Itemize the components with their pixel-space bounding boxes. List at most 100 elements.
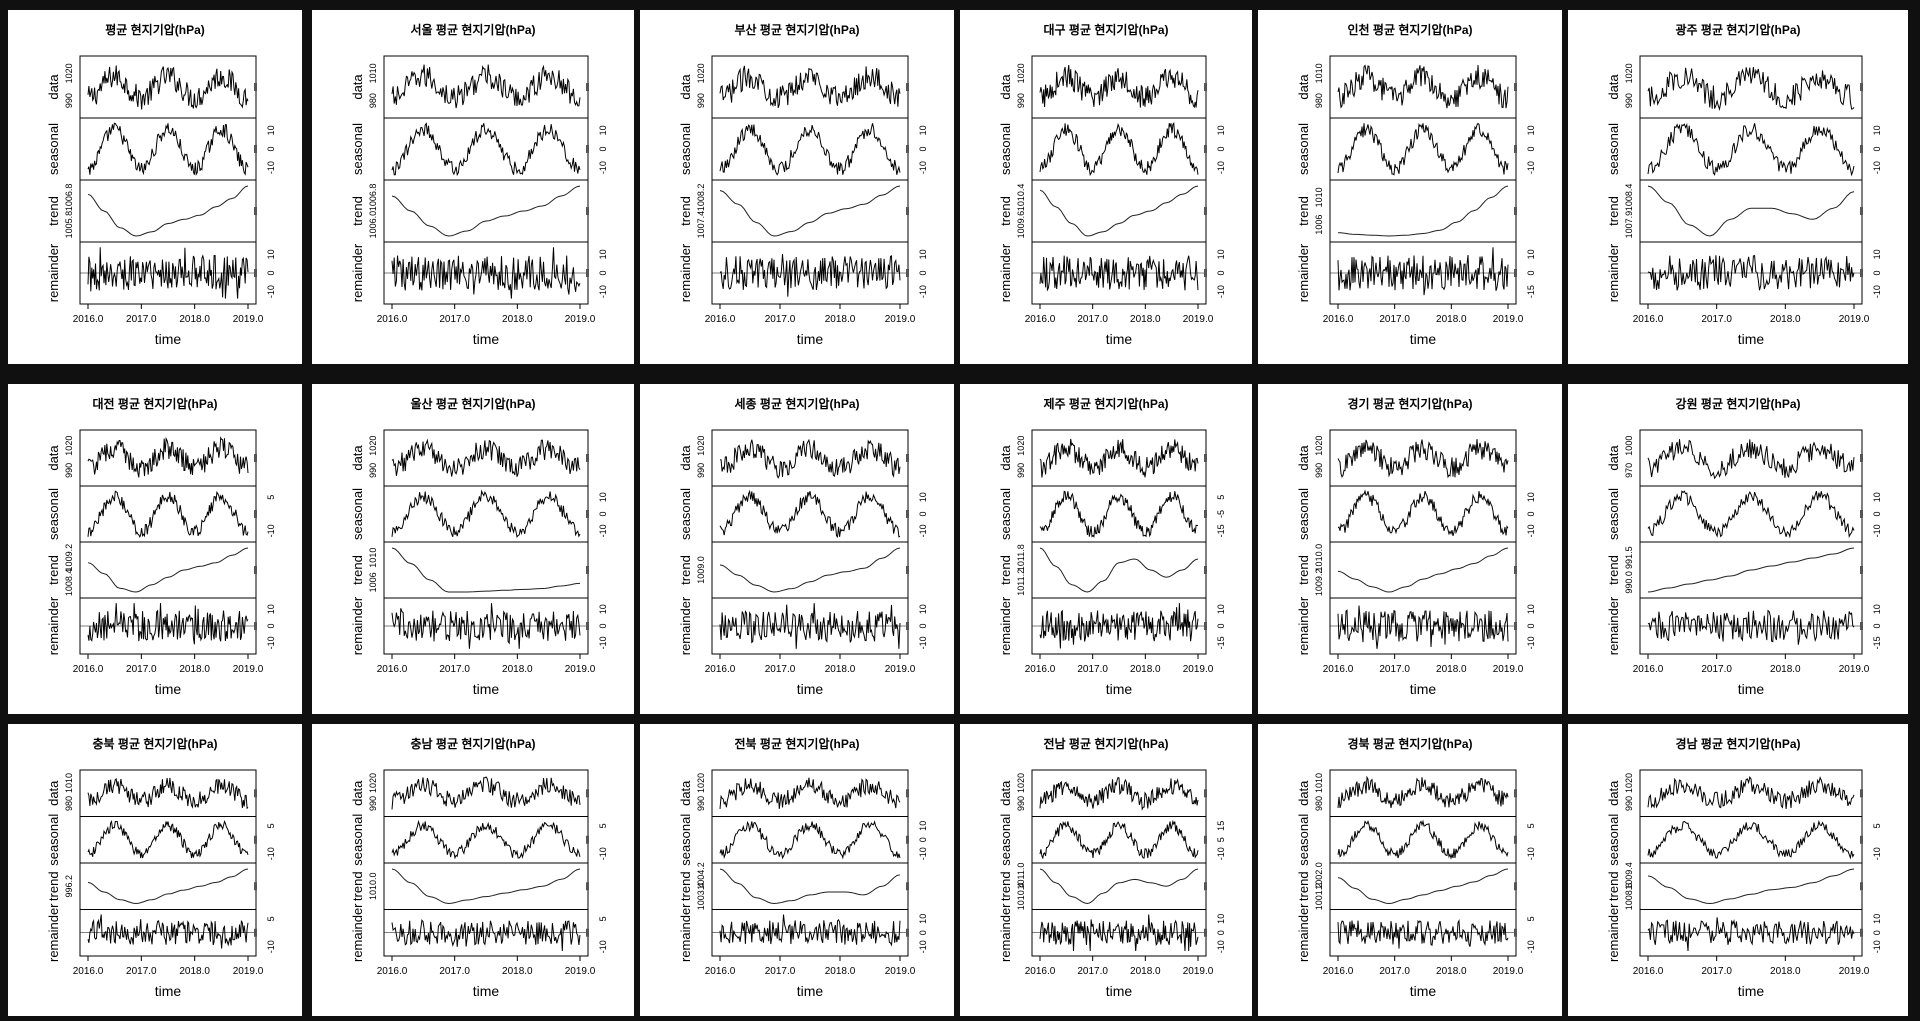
left-tick-label: 990 (1016, 796, 1026, 811)
x-tick-label: 2018.0 (179, 314, 210, 325)
seasonal-series-line (1039, 490, 1199, 538)
right-tick-label: -10 (266, 847, 276, 860)
left-tick-label: 1020 (696, 436, 706, 456)
left-tick-label: 1010.4 (1016, 184, 1026, 212)
right-tick-label: 0 (1872, 146, 1882, 151)
scale-bar (254, 928, 257, 937)
panel-data-frame (1031, 769, 1207, 817)
x-tick-label: 2019.0 (565, 966, 596, 977)
panel-label: trend (350, 196, 365, 226)
x-tick-label: 2017.0 (1379, 664, 1410, 675)
panel-trend-frame (1639, 862, 1863, 910)
left-tick-label: 1011.2 (1016, 569, 1026, 596)
panel-label: data (350, 445, 365, 471)
right-tick-label: 0 (598, 146, 608, 151)
x-tick-label: 2016.0 (1633, 314, 1664, 325)
left-tick-label: 1020 (368, 773, 378, 793)
scale-bar (1204, 269, 1207, 277)
chart-title: 세종 평균 현지기압(hPa) (735, 396, 860, 411)
panel-label: remainder (998, 596, 1013, 655)
right-tick-label: 10 (918, 821, 928, 831)
panel-label: seasonal (1606, 814, 1621, 866)
remainder-series-line (1647, 609, 1855, 645)
x-tick-label: 2016.0 (1633, 664, 1664, 675)
left-tick-label: 980 (1314, 796, 1324, 811)
x-tick-label: 2017.0 (439, 966, 470, 977)
left-tick-label: 1020 (1314, 436, 1324, 456)
scale-bar (906, 145, 909, 153)
panel-trend-frame (1329, 862, 1517, 910)
remainder-series-line (87, 603, 249, 645)
panel-label: data (1296, 74, 1311, 100)
decomposition-chart: 세종 평균 현지기압(hPa) data 1020 990 seasonal 10 0 -10… (640, 384, 954, 714)
left-tick-label: 1007.4 (696, 211, 706, 239)
left-tick-label: 1020 (64, 436, 74, 456)
decomposition-chart: 전북 평균 현지기압(hPa) data 1020 990 seasonal 10 0 -10… (640, 724, 954, 1016)
left-tick-label: 1010 (1314, 773, 1324, 793)
left-tick-label: 990 (1314, 463, 1324, 478)
x-tick-label: 2017.0 (1701, 966, 1732, 977)
left-tick-label: 1009.0 (696, 556, 706, 584)
x-axis-label: time (1738, 331, 1765, 347)
x-axis-label: time (155, 983, 182, 999)
panel-seasonal-frame (711, 816, 909, 864)
decomposition-chart: 대구 평균 현지기압(hPa) data 1020 990 seasonal 10 0 -10… (960, 10, 1252, 364)
scale-bar (906, 269, 909, 277)
x-tick-label: 2016.0 (377, 314, 408, 325)
data-series-line (391, 64, 581, 109)
x-axis-label: time (797, 681, 824, 697)
left-tick-label: 1004.2 (696, 862, 706, 890)
right-tick-label: -10 (1872, 285, 1882, 298)
x-tick-label: 2018.0 (502, 966, 533, 977)
scale-bar (1204, 145, 1207, 153)
scale-bar (1204, 454, 1207, 462)
right-tick-label: -10 (598, 636, 608, 649)
x-tick-label: 2016.0 (1025, 966, 1056, 977)
x-tick-label: 2018.0 (179, 664, 210, 675)
scale-bar (586, 928, 589, 937)
x-tick-label: 2016.0 (73, 966, 104, 977)
scale-bar (1514, 454, 1517, 462)
right-tick-label: -10 (266, 524, 276, 537)
trend-series-line (87, 547, 249, 593)
decomposition-chart: 서울 평균 현지기압(hPa) data 1010 980 seasonal 10 0 -10… (312, 10, 634, 364)
chart-title: 충남 평균 현지기압(hPa) (411, 736, 536, 751)
right-tick-label: 5 (1526, 916, 1536, 921)
chart-title: 대전 평균 현지기압(hPa) (93, 396, 218, 411)
panel-seasonal-frame (1329, 485, 1517, 543)
data-series-line (87, 777, 249, 810)
left-tick-label: 1008.2 (696, 184, 706, 212)
right-tick-label: 0 (918, 930, 928, 935)
left-tick-label: 996.2 (64, 875, 74, 898)
panel-label: data (46, 74, 61, 100)
panel-label: remainder (1606, 596, 1621, 655)
right-tick-label: -10 (1526, 524, 1536, 537)
seasonal-series-line (391, 819, 581, 860)
left-tick-label: 990 (1016, 93, 1026, 108)
scale-bar (586, 269, 589, 277)
panel-label: remainder (1296, 243, 1311, 302)
scale-bar (906, 207, 909, 215)
scale-bar (254, 789, 257, 798)
x-tick-label: 2019.0 (233, 664, 264, 675)
left-tick-label: 980 (64, 796, 74, 811)
remainder-series-line (87, 914, 249, 949)
chart-title: 충북 평균 현지기압(hPa) (93, 736, 218, 751)
x-axis-label: time (473, 983, 500, 999)
panel-label: remainder (678, 596, 693, 655)
panel-trend-frame (79, 179, 257, 243)
x-tick-label: 2018.0 (1436, 314, 1467, 325)
scale-bar (906, 454, 909, 462)
x-axis-label: time (155, 331, 182, 347)
x-tick-label: 2016.0 (705, 314, 736, 325)
scale-bar (254, 510, 257, 518)
right-tick-label: -10 (1216, 940, 1226, 953)
panel-label: seasonal (1296, 814, 1311, 866)
